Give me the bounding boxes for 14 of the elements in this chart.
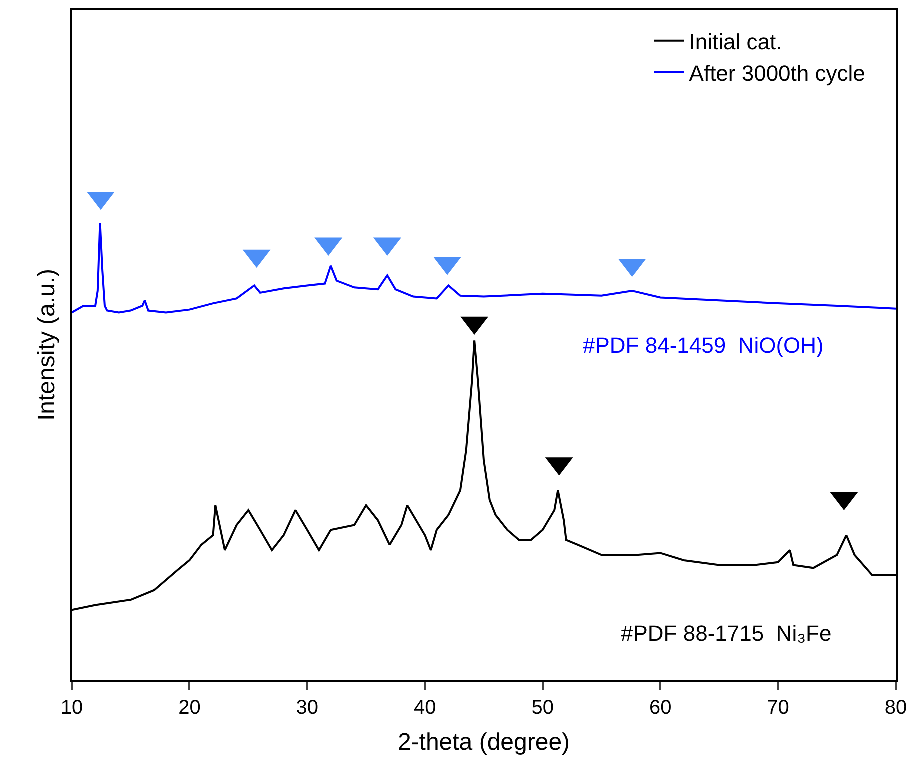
- y-axis-title: Intensity (a.u.): [34, 268, 61, 422]
- legend-label: Initial cat.: [689, 29, 782, 54]
- annotation: #PDF 88-1715 Ni₃Fe: [621, 621, 832, 646]
- x-tick-label: 10: [60, 697, 84, 719]
- x-tick-label: 50: [532, 697, 554, 719]
- x-tick-label: 30: [296, 697, 319, 719]
- x-tick-label: 60: [649, 697, 672, 719]
- x-tick-label: 40: [414, 697, 436, 719]
- x-tick-label: 70: [767, 697, 790, 719]
- annotation: #PDF 84-1459 NiO(OH): [583, 333, 824, 358]
- x-tick-label: 20: [178, 697, 201, 719]
- x-tick-label: 80: [884, 697, 908, 719]
- x-axis-title: 2-theta (degree): [398, 728, 570, 756]
- legend-label: After 3000th cycle: [689, 61, 866, 86]
